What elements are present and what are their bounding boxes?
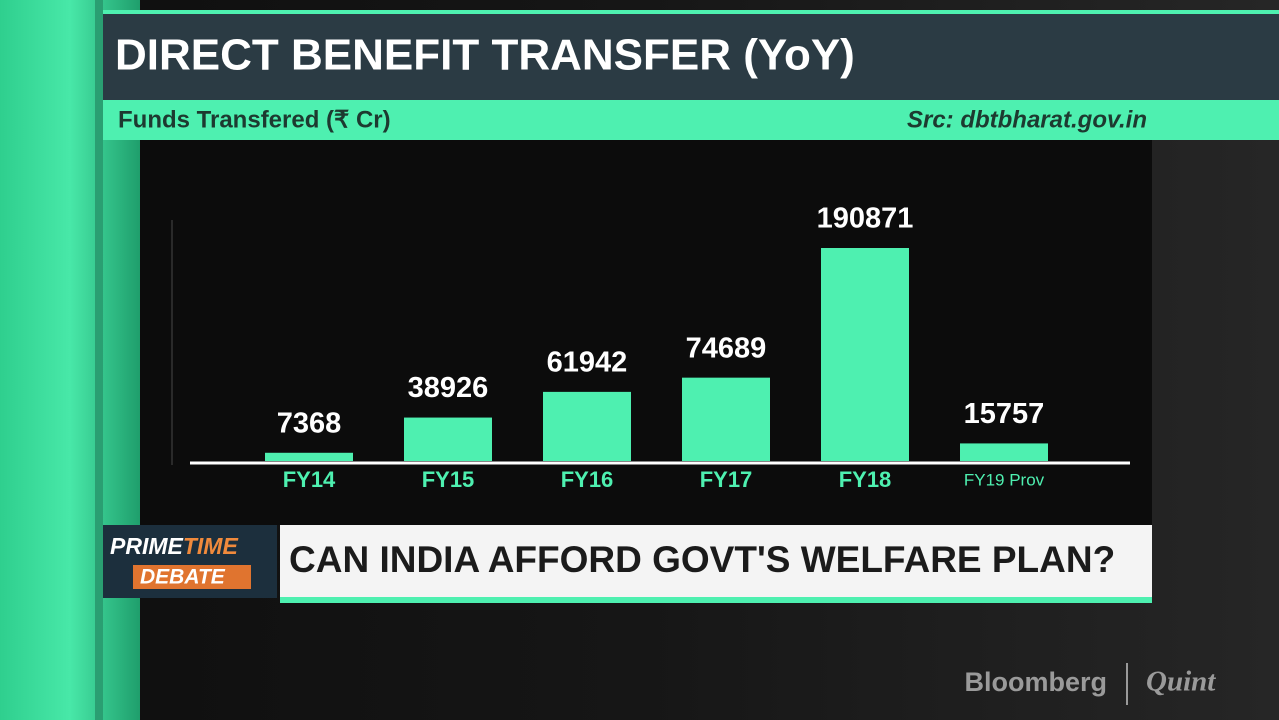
headline-underline — [280, 597, 1152, 603]
x-tick-label: FY14 — [283, 467, 336, 492]
strip-edge — [95, 0, 103, 720]
x-tick-label: FY18 — [839, 467, 892, 492]
chart-title: DIRECT BENEFIT TRANSFER (YoY) — [115, 31, 855, 80]
value-label: 74689 — [686, 332, 767, 364]
logo-prime: PRIME — [110, 533, 184, 559]
source: Src: dbtbharat.gov.in — [907, 106, 1147, 133]
x-tick-label: FY19 Prov — [964, 470, 1045, 489]
watermark-brand-2: Quint — [1146, 666, 1216, 698]
bar — [543, 391, 631, 461]
bar — [821, 248, 909, 461]
subtitle-bar — [103, 100, 1279, 140]
value-label: 61942 — [547, 347, 628, 379]
logo-bottom: DEBATE — [140, 566, 226, 589]
value-label: 15757 — [964, 398, 1045, 430]
logo-top: PRIMETIME — [110, 533, 238, 559]
subtitle: Funds Transfered (₹ Cr) — [118, 106, 391, 133]
title-bar — [103, 10, 1279, 100]
value-label: 38926 — [408, 372, 489, 404]
logo-underbar — [133, 565, 251, 589]
bar — [682, 377, 770, 461]
x-tick-label: FY15 — [422, 467, 475, 492]
headline: CAN INDIA AFFORD GOVT'S WELFARE PLAN? — [289, 539, 1115, 580]
x-tick-label: FY16 — [561, 467, 614, 492]
title-top-line — [103, 10, 1279, 14]
x-tick-label: FY17 — [700, 467, 753, 492]
bar — [265, 452, 353, 461]
watermark-brand-1: Bloomberg — [964, 667, 1107, 697]
value-label: 190871 — [817, 203, 914, 235]
headline-box — [280, 525, 1152, 598]
bar — [960, 443, 1048, 461]
logo-time: TIME — [183, 533, 239, 559]
bar — [404, 417, 492, 461]
value-label: 7368 — [277, 407, 342, 439]
